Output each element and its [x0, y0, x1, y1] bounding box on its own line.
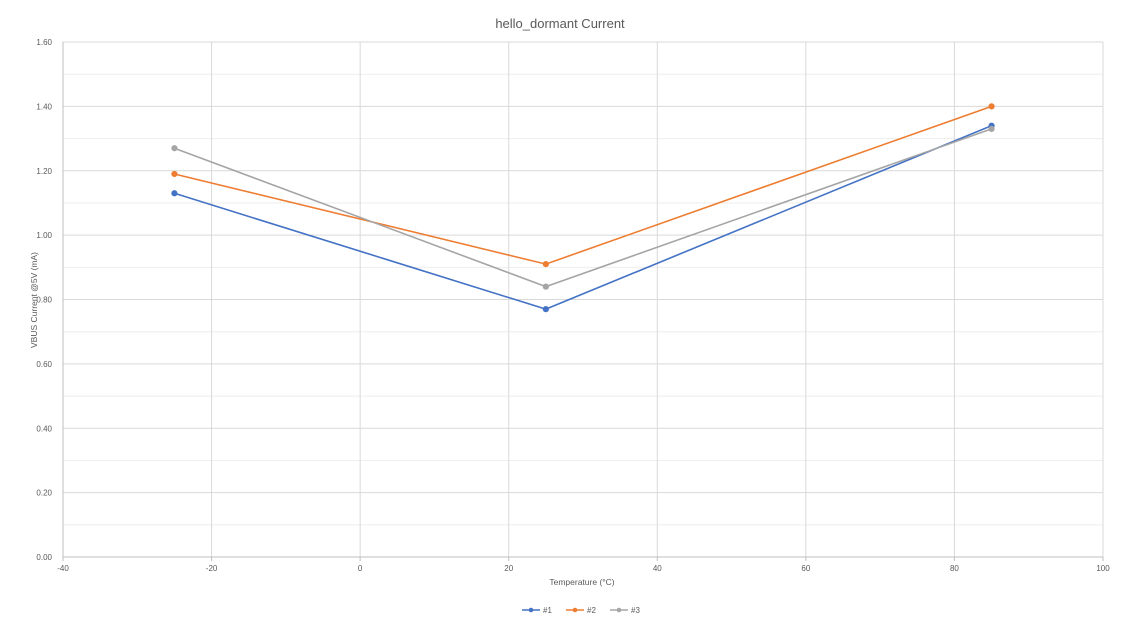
x-tick-label: 80 — [950, 564, 959, 573]
x-tick-label: -40 — [57, 564, 69, 573]
y-tick-label: 0.00 — [36, 553, 52, 562]
legend-marker — [528, 607, 534, 613]
data-point — [171, 145, 178, 152]
legend: #1 #2 #3 — [522, 606, 640, 615]
y-tick-label: 0.80 — [36, 296, 52, 305]
y-tick-label: 1.60 — [36, 38, 52, 47]
legend-label: #2 — [587, 606, 596, 615]
data-point — [988, 103, 995, 110]
data-point — [171, 170, 178, 178]
x-tick-label: 100 — [1096, 564, 1110, 573]
y-tick-label: 0.60 — [36, 360, 52, 369]
x-tick-label: 60 — [801, 564, 810, 573]
y-tick-label: 1.20 — [36, 167, 52, 176]
series-layer — [171, 103, 995, 313]
y-tick-label: 1.40 — [36, 102, 52, 111]
chart-title: hello_dormant Current — [495, 16, 625, 31]
data-point — [542, 306, 549, 313]
legend-label: #1 — [543, 606, 552, 615]
data-point — [542, 260, 549, 268]
y-axis-title: VBUS Current @5V (mA) — [29, 252, 39, 348]
x-tick-label: 0 — [358, 564, 363, 573]
axes: -40 -20 0 20 40 60 80 100 0.00 0.20 0.40 0.60 0.80 1.… — [36, 38, 1110, 573]
y-tick-label: 1.00 — [36, 231, 52, 240]
y-tick-label: 0.20 — [36, 489, 52, 498]
data-point — [542, 283, 549, 290]
data-point — [171, 190, 178, 197]
data-point — [988, 125, 995, 133]
legend-marker — [616, 607, 622, 613]
x-tick-label: 20 — [504, 564, 513, 573]
y-tick-label: 0.40 — [36, 424, 52, 433]
legend-label: #3 — [631, 606, 640, 615]
legend-marker — [572, 607, 578, 613]
x-axis-title: Temperature (°C) — [549, 577, 614, 587]
x-tick-label: 40 — [653, 564, 662, 573]
x-tick-label: -20 — [206, 564, 218, 573]
